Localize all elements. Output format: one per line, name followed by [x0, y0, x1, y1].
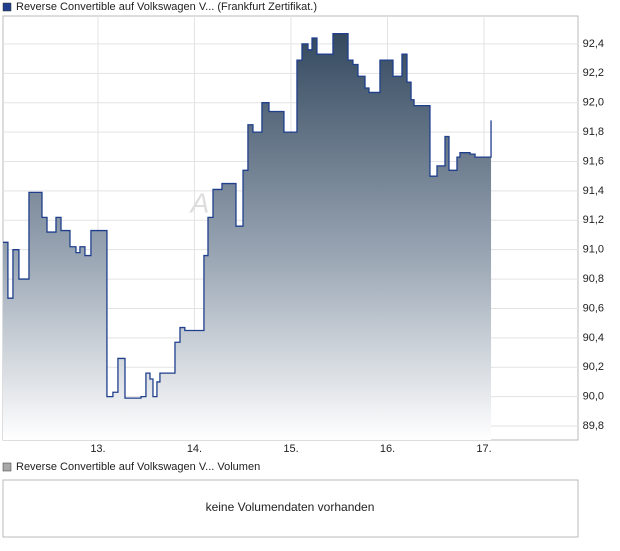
area — [3, 33, 492, 440]
y-tick-label: 90,8 — [583, 273, 604, 285]
y-tick-label: 91,2 — [583, 214, 604, 226]
y-tick-label: 91,4 — [583, 185, 604, 197]
y-tick-label: 90,2 — [583, 361, 604, 373]
x-tick-label: 14. — [187, 443, 202, 455]
y-tick-label: 91,8 — [583, 126, 604, 138]
y-tick-label: 92,4 — [583, 38, 604, 50]
y-tick-label: 89,8 — [583, 420, 604, 432]
y-tick-label: 90,0 — [583, 391, 604, 403]
y-tick-label: 91,6 — [583, 155, 604, 167]
legend-swatch — [2, 2, 12, 12]
y-tick-label: 92,0 — [583, 97, 604, 109]
volume-message: keine Volumendaten vorhanden — [206, 500, 375, 514]
y-tick-label: 90,4 — [583, 332, 604, 344]
watermark: A — [189, 187, 210, 218]
x-tick-label: 15. — [283, 443, 298, 455]
legend-label: Reverse Convertible auf Volkswagen V... … — [16, 1, 317, 13]
line — [3, 32, 492, 399]
y-tick-label: 92,2 — [583, 67, 604, 79]
x-tick-label: 13. — [90, 443, 105, 455]
x-tick-label: 16. — [380, 443, 395, 455]
y-tick-label: 91,0 — [583, 244, 604, 256]
volume-legend: Reverse Convertible auf Volkswagen V... … — [16, 461, 260, 473]
legend-swatch — [2, 462, 12, 472]
x-tick-label: 17. — [476, 443, 491, 455]
volume-frame — [2, 479, 579, 538]
y-tick-label: 90,6 — [583, 302, 604, 314]
